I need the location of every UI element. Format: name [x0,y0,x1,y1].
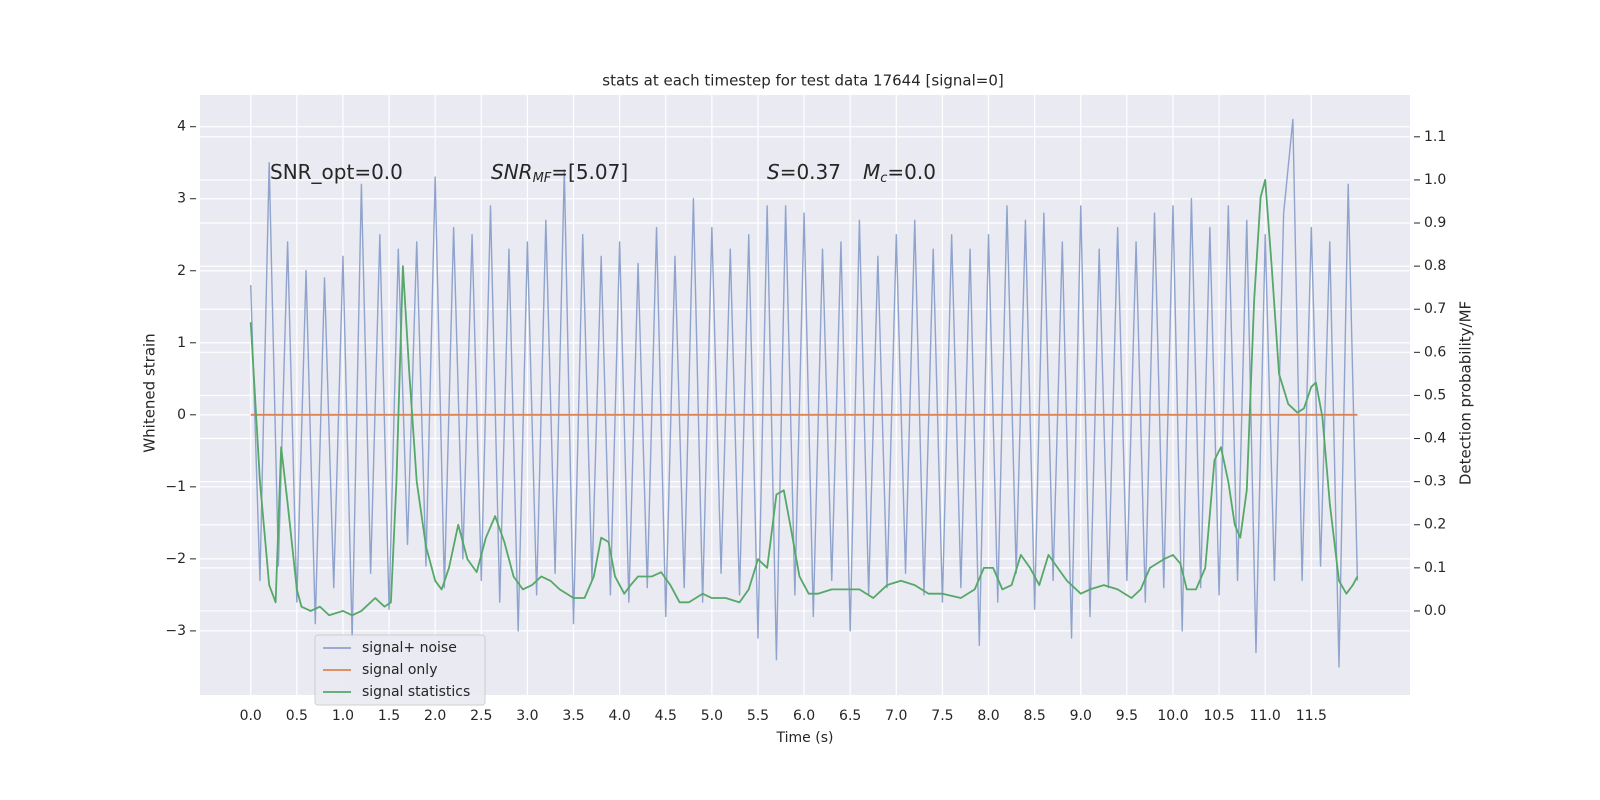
annotation-part: =0.0 [887,160,936,184]
x-tick-label: 6.5 [839,708,861,724]
x-tick-label: 11.5 [1296,708,1327,724]
annotation-part: =[5.07] [551,160,628,184]
legend-label: signal+ noise [362,640,457,656]
y2-tick-label: 0.4 [1424,431,1446,447]
annotation-part: SNR_opt=0.0 [270,160,403,184]
legend: signal+ noise signal only signal statistic… [314,634,486,706]
y-tick-label: −1 [165,479,186,495]
annotation-part: c [880,171,887,186]
x-tick-label: 1.5 [378,708,400,724]
y-tick-label: −3 [165,623,186,639]
y-tick-label: −2 [165,551,186,567]
x-tick-label: 2.0 [424,708,446,724]
x-tick-label: 4.0 [608,708,630,724]
x-tick-label: 1.0 [332,708,354,724]
x-tick-label: 9.5 [1116,708,1138,724]
annotation-part: MF [533,171,552,186]
x-tick-label: 0.5 [286,708,308,724]
x-tick-label: 7.5 [931,708,953,724]
legend-label: signal statistics [362,684,470,700]
y2-tick-label: 0.5 [1424,387,1446,403]
series-line [250,118,1359,668]
x-tick-label: 5.0 [701,708,723,724]
x-tick-label: 8.0 [977,708,999,724]
y2-tick-label: 0.2 [1424,517,1446,533]
annotation: SNR_opt=0.0 [270,160,403,184]
y2-axis-label: Detection probability/MF [1457,301,1475,485]
y-axis-label: Whitened strain [141,333,159,452]
x-tick-label: 3.5 [562,708,584,724]
x-tick-label: 6.0 [793,708,815,724]
annotation: SNRMF=[5.07] [491,160,628,186]
annotation-part: =0.37 [780,160,841,184]
y-tick-label: 1 [177,335,186,351]
annotation-part: SNR [491,160,533,184]
y2-tick-label: 0.7 [1424,301,1446,317]
annotation-part: M [863,160,880,184]
x-tick-label: 10.0 [1157,708,1188,724]
y2-tick-label: 1.1 [1424,129,1446,145]
legend-box [314,634,486,706]
x-tick-label: 11.0 [1250,708,1281,724]
x-tick-label: 9.0 [1070,708,1092,724]
y-tick-label: 2 [177,263,186,279]
x-tick-label: 4.5 [655,708,677,724]
y2-tick-label: 0.0 [1424,603,1446,619]
y2-tick-label: 0.6 [1424,344,1446,360]
y2-tick-label: 1.0 [1424,172,1446,188]
annotation: S=0.37 Mc=0.0 [767,160,936,186]
series-line [249,179,1359,617]
y2-tick-label: 0.3 [1424,474,1446,490]
x-tick-label: 2.5 [470,708,492,724]
annotation-part: S [767,160,780,184]
y2-tick-label: 0.8 [1424,258,1446,274]
x-tick-label: 8.5 [1024,708,1046,724]
y-tick-label: 0 [177,407,186,423]
x-tick-label: 10.5 [1204,708,1235,724]
y2-tick-label: 0.9 [1424,215,1446,231]
y-tick-label: 3 [177,191,186,207]
y-tick-label: 4 [177,119,186,135]
legend-label: signal only [362,662,437,678]
x-tick-label: 0.0 [240,708,262,724]
y2-tick-label: 0.1 [1424,560,1446,576]
chart-title: stats at each timestep for test data 176… [602,72,1003,90]
x-axis-label: Time (s) [776,730,834,746]
x-tick-label: 3.0 [516,708,538,724]
x-tick-label: 5.5 [747,708,769,724]
x-tick-label: 7.0 [885,708,907,724]
